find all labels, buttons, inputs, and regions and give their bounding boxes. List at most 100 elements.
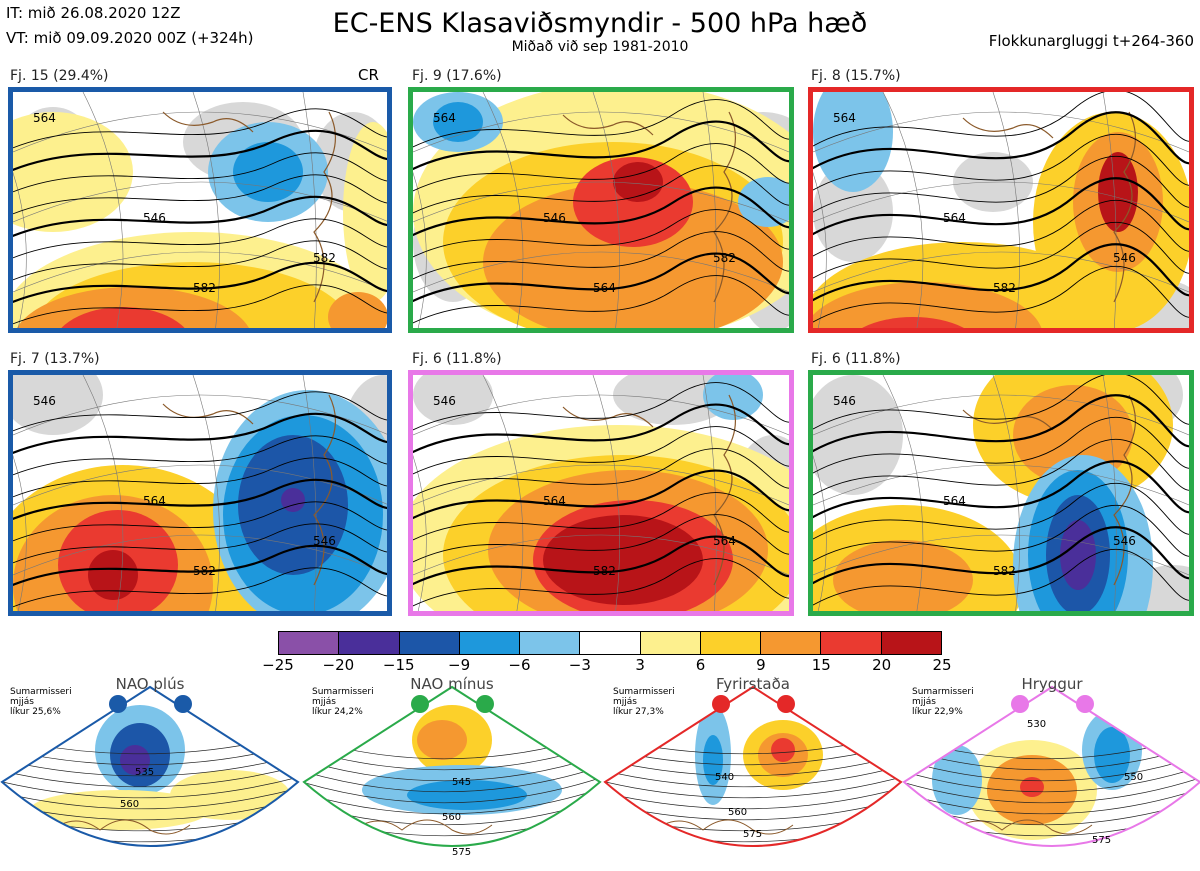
height-contour	[413, 143, 789, 192]
anomaly-area	[343, 122, 387, 302]
cr-label: CR	[358, 66, 379, 84]
height-contour	[413, 535, 789, 586]
colorbar-bin-0	[279, 632, 340, 654]
height-contour	[605, 784, 901, 810]
cluster-label-2: Fj. 9 (17.6%)	[412, 68, 502, 84]
contour-label: 546	[313, 534, 336, 548]
graticule-line	[592, 92, 620, 328]
regime-marker	[174, 695, 192, 713]
contour-label: 560	[728, 807, 747, 818]
height-contour	[813, 526, 1189, 585]
graticule-line	[192, 92, 220, 328]
contour-label: 582	[713, 251, 736, 265]
graticule-line	[1102, 375, 1117, 611]
height-contour	[413, 120, 789, 171]
height-contour	[13, 218, 387, 259]
colorbar-tick: −15	[382, 656, 415, 674]
height-contour	[813, 416, 1189, 474]
graticule-line	[482, 92, 524, 328]
height-contour	[2, 773, 298, 799]
graticule-line	[413, 111, 789, 153]
graticule-line	[13, 172, 27, 328]
anomaly-area	[932, 745, 982, 815]
height-contour	[605, 773, 901, 799]
contour-label: 582	[593, 564, 616, 578]
height-contour	[813, 133, 1189, 191]
regime-note: Sumarmisseri mjjás líkur 24,2%	[312, 687, 374, 717]
height-contour	[13, 391, 387, 432]
anomaly-area	[328, 292, 387, 328]
colorbar-bin-7	[700, 632, 762, 654]
colorbar-tick: 9	[756, 656, 766, 674]
regime-border	[603, 685, 903, 847]
height-contour	[13, 501, 387, 542]
coastline	[562, 114, 654, 136]
coastline	[1113, 394, 1137, 586]
anomaly-area	[281, 488, 305, 512]
anomaly-area	[862, 317, 964, 328]
contour-label: 530	[1027, 719, 1046, 730]
height-contour	[413, 448, 789, 497]
anomaly-area	[417, 720, 467, 760]
coastline	[562, 406, 654, 428]
anomaly-area	[88, 550, 138, 600]
height-contour	[2, 784, 298, 810]
coastline	[313, 394, 337, 586]
cluster-label-1: Fj. 15 (29.4%)	[10, 68, 109, 84]
height-contour	[904, 751, 1200, 782]
contour-label: 546	[543, 211, 566, 225]
anomaly-area	[1012, 849, 1042, 861]
regime-marker	[1076, 695, 1094, 713]
colorbar-tick: −6	[508, 656, 531, 674]
height-contour	[813, 548, 1189, 606]
land-mask	[413, 375, 493, 425]
coastline	[162, 403, 254, 425]
contour-label: 582	[993, 564, 1016, 578]
graticule-line	[413, 455, 427, 611]
graticule-line	[13, 251, 387, 293]
graticule-line	[13, 455, 27, 611]
anomaly-area	[483, 182, 783, 328]
colorbar-bin-4	[520, 632, 581, 654]
height-contour	[813, 438, 1189, 496]
contour-label: 582	[193, 564, 216, 578]
graticule-line	[413, 464, 789, 506]
anomaly-area	[13, 112, 133, 232]
height-contour	[304, 773, 600, 804]
anomaly-area	[61, 307, 185, 328]
colorbar-bin-3	[459, 632, 521, 654]
cluster-map-2: 564 546 564 582	[408, 87, 794, 333]
graticule-line	[413, 251, 789, 293]
land-mask	[813, 162, 893, 262]
regime-note: Sumarmisseri mjjás líkur 25,6%	[10, 687, 72, 717]
cluster-label-4: Fj. 7 (13.7%)	[10, 351, 100, 367]
colorbar-bin-9	[821, 632, 882, 654]
colorbar-tick: 20	[872, 656, 892, 674]
graticule-line	[302, 375, 317, 611]
graticule-line	[192, 375, 220, 611]
regime-border	[902, 685, 1200, 847]
regime-ridge: 530 550 575 Hryggur Sumarmisseri mjjás líkur…	[902, 675, 1200, 871]
contour-label: 560	[442, 812, 461, 823]
regime-blocking: 540 560 575 Fyrirstaða Sumarmisseri mjjás lí…	[603, 675, 903, 871]
coastline	[961, 819, 1093, 835]
colorbar-tick: 6	[695, 656, 706, 674]
colorbar-tick: −3	[568, 656, 591, 674]
height-contour	[413, 403, 789, 454]
height-contour	[2, 762, 298, 788]
contour-label: 564	[713, 534, 736, 548]
height-contour	[413, 492, 789, 541]
graticule-line	[813, 394, 1189, 436]
height-contour	[13, 544, 387, 587]
height-contour	[13, 478, 387, 521]
coastline	[162, 111, 254, 133]
height-contour	[413, 209, 789, 258]
graticule-line	[413, 534, 789, 576]
height-contour	[904, 784, 1200, 815]
height-contour	[304, 751, 600, 782]
height-contour	[13, 240, 387, 281]
coastline	[962, 117, 1054, 139]
graticule-line	[1102, 92, 1117, 328]
height-contour	[413, 469, 789, 520]
graticule-line	[413, 394, 789, 436]
